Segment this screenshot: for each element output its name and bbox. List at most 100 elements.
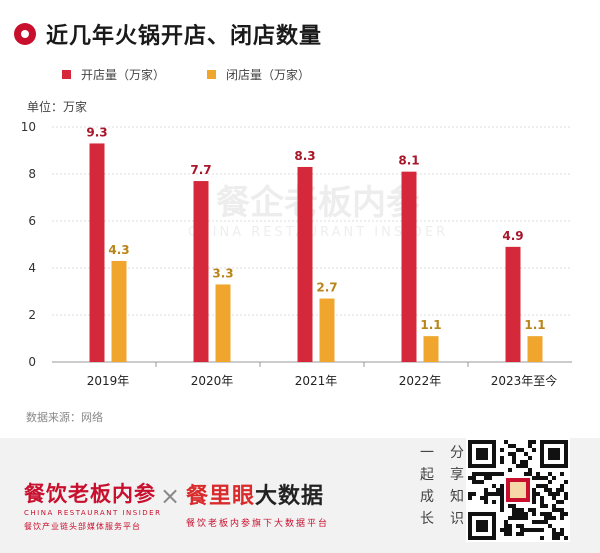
qr-module <box>476 472 480 476</box>
qr-code-graphic <box>468 440 568 540</box>
qr-module <box>484 476 488 480</box>
qr-module <box>516 464 520 468</box>
qr-module <box>560 516 564 520</box>
x-tick-label: 2022年 <box>399 374 442 388</box>
cta-char: 识 <box>450 511 464 527</box>
qr-module <box>520 512 524 516</box>
y-tick-label: 8 <box>28 167 36 181</box>
qr-module <box>532 492 536 496</box>
qr-module <box>532 500 536 504</box>
brand2-slogan: 餐饮老板内参旗下大数据平台 <box>186 519 330 529</box>
data-label: 8.3 <box>294 149 315 163</box>
bar-close <box>423 336 439 362</box>
y-tick-label: 4 <box>28 261 36 275</box>
qr-module <box>524 460 528 464</box>
brand2-name-red: 餐里眼 <box>186 484 256 509</box>
bar-open <box>505 246 521 362</box>
qr-module <box>508 532 512 536</box>
qr-logo-icon <box>510 482 526 498</box>
cta-line: 起享 <box>420 464 464 486</box>
qr-module <box>544 476 548 480</box>
x-tick-label: 2020年 <box>191 374 234 388</box>
qr-module <box>560 512 564 516</box>
qr-module <box>480 480 484 484</box>
bar-close <box>215 284 231 362</box>
qr-module <box>548 512 552 516</box>
qr-module <box>532 528 536 532</box>
brand1-slogan: 餐饮产业链头部媒体服务平台 <box>24 522 141 531</box>
qr-module <box>528 440 532 444</box>
qr-module <box>500 484 504 488</box>
qr-module <box>560 532 564 536</box>
qr-module <box>520 516 524 520</box>
qr-module <box>516 524 520 528</box>
qr-module <box>552 504 556 508</box>
qr-module <box>536 528 540 532</box>
qr-module <box>536 484 540 488</box>
qr-module <box>484 472 488 476</box>
qr-module <box>520 464 524 468</box>
qr-module <box>500 492 504 496</box>
qr-module <box>524 528 528 532</box>
record-icon <box>14 23 36 45</box>
bar-open <box>297 166 313 362</box>
qr-module <box>532 496 536 500</box>
qr-module <box>472 472 476 476</box>
legend-item-close: 闭店量（万家） <box>207 66 310 83</box>
qr-module <box>508 528 512 532</box>
cross-icon: × <box>160 482 181 510</box>
qr-module <box>492 484 496 488</box>
qr-module <box>548 472 552 476</box>
brand-canyin-laoban-neican: 餐饮老板内参 CHINA RESTAURANT INSIDER 餐饮产业链头部媒… <box>24 478 161 532</box>
qr-module <box>528 456 532 460</box>
qr-module <box>544 512 548 516</box>
qr-module <box>560 528 564 532</box>
qr-module <box>560 472 564 476</box>
qr-module <box>532 508 536 512</box>
qr-module <box>508 516 512 520</box>
y-tick-label: 6 <box>28 214 36 228</box>
y-tick-label: 0 <box>28 355 36 369</box>
qr-module <box>472 476 476 480</box>
cta-char: 分 <box>450 445 464 461</box>
legend-label-close: 闭店量（万家） <box>226 68 311 82</box>
brand-canliyan: 餐里眼大数据 餐饮老板内参旗下大数据平台 <box>186 478 329 529</box>
cta-char: 享 <box>450 467 464 483</box>
x-tick-label: 2021年 <box>295 374 338 388</box>
qr-module <box>512 452 516 456</box>
cta-char: 成 <box>420 489 434 505</box>
qr-module <box>524 464 528 468</box>
qr-module <box>468 496 472 500</box>
bar-close <box>319 298 335 362</box>
qr-module <box>516 448 520 452</box>
qr-module <box>500 488 504 492</box>
qr-module <box>480 496 484 500</box>
qr-code-icon[interactable] <box>466 438 570 542</box>
qr-module <box>468 492 472 496</box>
qr-module <box>508 468 512 472</box>
qr-module <box>528 468 532 472</box>
brand1-english: CHINA RESTAURANT INSIDER <box>24 509 162 517</box>
qr-module <box>564 512 568 516</box>
qr-module <box>560 508 564 512</box>
qr-module <box>544 484 548 488</box>
qr-module <box>540 536 544 540</box>
qr-module <box>548 516 552 520</box>
legend-label-open: 开店量（万家） <box>81 68 166 82</box>
x-tick-label: 2019年 <box>87 374 130 388</box>
qr-module <box>524 452 528 456</box>
qr-module <box>560 500 564 504</box>
qr-module <box>552 492 556 496</box>
qr-module <box>556 488 560 492</box>
qr-module <box>500 472 504 476</box>
qr-module <box>552 496 556 500</box>
cta-line: 成知 <box>420 486 464 508</box>
qr-module <box>540 520 544 524</box>
qr-module <box>496 488 500 492</box>
qr-module <box>500 528 504 532</box>
qr-module <box>512 508 516 512</box>
qr-module <box>540 528 544 532</box>
qr-module <box>556 532 560 536</box>
qr-module <box>548 480 552 484</box>
qr-module <box>548 488 552 492</box>
